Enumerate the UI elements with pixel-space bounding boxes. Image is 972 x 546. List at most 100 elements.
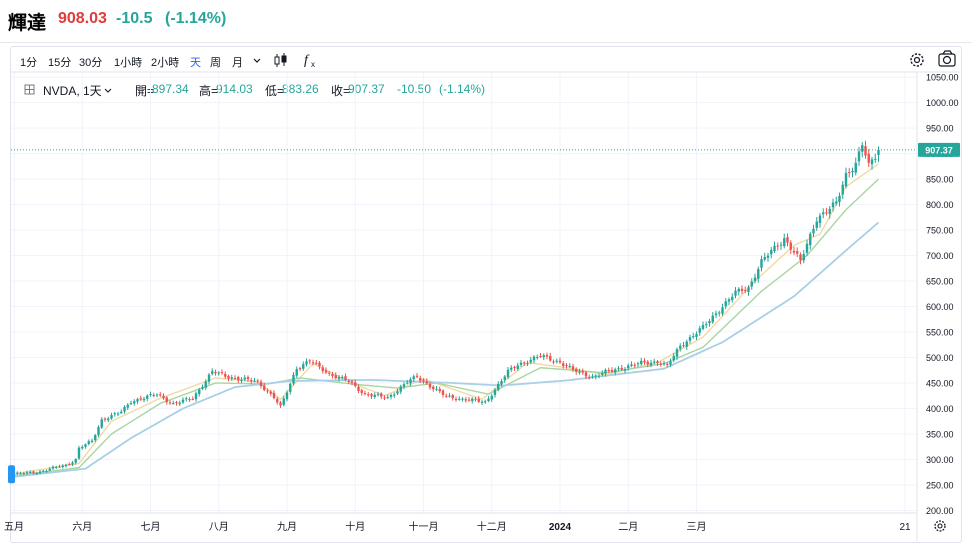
price-change-pct: (-1.14%) [165,10,227,27]
candle-body [766,255,770,258]
candle-body [627,365,630,369]
ma-long-line [13,221,880,478]
toolbar-icons: f x [24,50,956,532]
y-tick-label: 750.00 [926,226,954,236]
candle-body [783,238,786,247]
candle-body [656,361,659,364]
candle-body [630,364,633,366]
candle-body [68,464,71,466]
x-tick-label: 六月 [72,521,92,533]
interval-30min[interactable]: 30分 [79,57,103,69]
candle-body [243,377,246,380]
camera-icon[interactable] [938,50,956,67]
moving-averages [13,163,880,478]
candle-body [750,281,753,287]
candle-body [279,402,282,406]
gear-icon[interactable] [910,53,924,67]
candle-body [474,398,477,400]
candle-body [181,399,185,403]
candle-body [779,244,783,246]
candle-body [256,380,259,382]
candle-body [822,212,825,215]
y-tick-label: 850.00 [926,175,954,185]
candle-body [692,336,695,338]
candle-body [851,170,854,173]
candle-body [107,418,110,421]
candle-body [581,371,584,373]
candle-body [789,242,792,250]
interval-1min[interactable]: 1分 [20,57,38,69]
interval-day[interactable]: 天 [190,57,201,69]
candle-body [796,251,799,254]
candle-body [383,397,386,399]
candle-body [747,287,750,293]
candle-body [64,464,68,466]
candle-body [448,395,451,397]
candle-body [84,444,87,447]
candle-body [841,184,844,195]
candle-body [662,363,666,365]
legend-expand-icon[interactable] [24,84,35,95]
candle-body [152,395,155,397]
candle-body [272,392,276,399]
interval-15min[interactable]: 15分 [48,57,72,69]
candle-body [207,374,211,382]
chevron-down-icon[interactable] [253,58,261,63]
candle-body [402,384,406,387]
symbol-chevron-down-icon[interactable] [104,88,112,93]
interval-2hour[interactable]: 2小時 [151,57,180,69]
candle-body [253,380,256,382]
interval-1hour[interactable]: 1小時 [114,57,143,69]
candle-body [718,312,721,314]
axis-settings-gear-icon[interactable] [934,520,946,532]
candle-body [848,172,851,174]
candle-body [136,399,139,402]
candle-body [594,375,597,377]
candle-body [844,172,848,187]
candle-body [532,356,536,361]
candle-body [220,372,224,374]
candle-body [237,377,240,381]
low-label: 低= [265,84,285,98]
candle-body [149,394,152,396]
candle-body [591,376,594,378]
candle-body [51,466,55,469]
y-tick-label: 950.00 [926,124,954,134]
candle-body [204,381,207,388]
candle-body [376,394,380,396]
interval-week[interactable]: 周 [210,57,221,69]
candle-body [568,365,571,367]
candle-body [103,418,107,420]
candle-body [731,296,734,301]
candle-body [646,361,649,365]
y-tick-label: 800.00 [926,200,954,210]
candlestick-icon[interactable] [274,53,287,67]
symbol-label[interactable]: NVDA, 1天 [43,84,102,98]
candle-body [636,363,640,365]
change-value: -10.50 [397,82,432,96]
candle-body [129,403,133,405]
x-tick-label: 九月 [277,521,297,533]
x-tick-label: 十月 [345,520,365,533]
candle-body [116,413,120,415]
fx-icon[interactable]: f [304,53,310,68]
candle-body [679,345,682,349]
y-tick-label: 450.00 [926,378,954,388]
candle-body [464,399,467,401]
ma-mid-line [13,178,879,477]
candle-body [198,389,201,395]
candle-body [191,398,194,400]
candle-body [214,372,217,374]
interval-month[interactable]: 月 [232,57,243,69]
candle-body [500,380,503,385]
candle-body [601,372,604,375]
candle-body [831,202,835,208]
candle-body [246,376,250,380]
candle-body [770,249,773,255]
candle-body [162,395,165,399]
candle-body [503,376,506,381]
candle-body [854,162,857,173]
candle-body [809,233,812,246]
y-tick-label: 600.00 [926,302,954,312]
